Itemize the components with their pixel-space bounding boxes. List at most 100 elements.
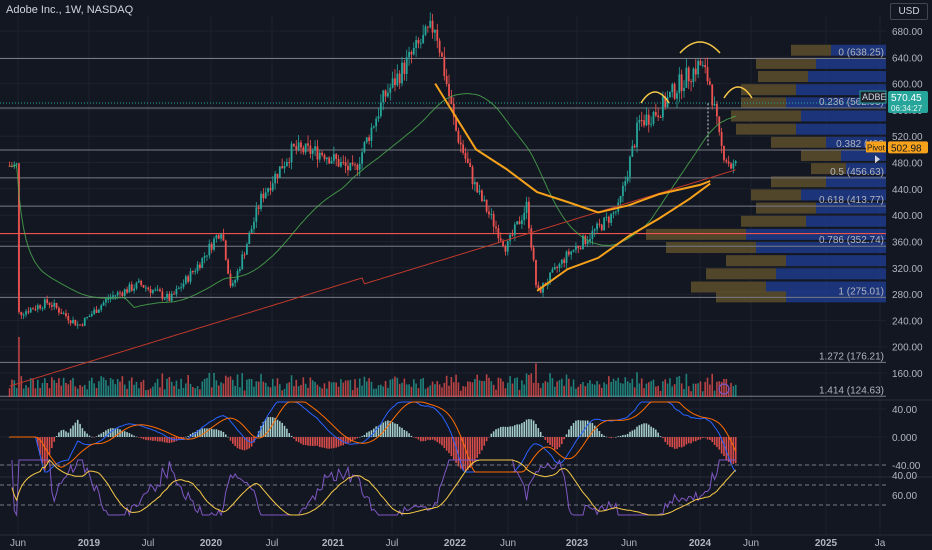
macd-hist-bar [434,437,436,441]
volume-bar [168,377,171,397]
volume-bar [107,385,110,397]
macd-hist-bar [497,428,500,437]
macd-hist-bar [713,437,716,445]
macd-hist-bar [504,426,507,437]
fib-label: 0 (638.25) [838,47,884,58]
volume-bar [504,388,507,397]
macd-hist-bar [603,435,605,437]
macd-y-label: 0.000 [892,433,917,444]
volume-bar [51,377,53,397]
volume-bar [683,389,685,397]
volume-bar [276,378,279,397]
volume-bar [481,380,483,397]
volume-bar [46,382,48,397]
candle-body [701,64,704,66]
candle-body [676,93,678,99]
macd-hist-bar [72,425,74,437]
macd-hist-bar [328,437,330,449]
volume-bar [232,379,234,397]
rsi-line [11,459,736,517]
macd-hist-bar [358,436,361,438]
macd-hist-bar [704,437,706,438]
candle-body [217,235,220,239]
currency-button[interactable]: USD [890,3,928,20]
candle-body [549,272,551,283]
volume-bar [328,381,330,397]
candle-body [584,235,587,244]
macd-hist-bar [671,437,674,448]
candle-body [133,288,136,291]
macd-hist-bar [281,422,283,437]
macd-hist-bar [577,420,580,437]
volume-profile-up [816,57,886,69]
macd-hist-bar [60,430,63,437]
volume-bar [600,387,603,397]
macd-hist-bar [445,437,448,451]
candle-body [727,161,730,164]
candle-body [391,78,394,88]
macd-hist-bar [382,422,385,437]
volume-bar [424,388,427,397]
volume-bar [640,378,643,397]
macd-hist-bar [335,437,338,448]
macd-hist-bar [95,436,98,437]
candle-body [170,293,173,301]
candle-body [415,39,418,49]
volume-bar [666,383,669,397]
candle-body [636,122,638,148]
macd-hist-bar [572,422,575,437]
macd-hist-bar [427,437,429,440]
candle-body [335,154,338,159]
macd-hist-bar [570,425,573,437]
candle-body [114,295,117,297]
macd-hist-bar [161,437,164,442]
macd-hist-bar [589,421,591,437]
volume-bar [720,381,723,397]
macd-hist-bar [286,428,288,437]
candle-body [86,316,89,318]
macd-hist-bar [182,437,185,439]
candle-body [556,266,559,269]
macd-hist-bar [387,420,389,437]
candle-body [246,244,248,255]
candle-body [610,213,613,223]
candle-body [342,161,345,163]
volume-bar [333,382,335,397]
price-arrow-icon [875,155,880,164]
macd-hist-bar [347,437,349,444]
volume-bar [363,376,366,397]
volume-bar [361,385,363,397]
candle-body [598,223,601,225]
volume-bar [72,377,74,397]
candle-body [281,166,284,169]
ma-200-line [9,169,736,387]
macd-hist-bar [636,426,638,437]
symbol-badge [859,90,887,104]
candle-body [283,165,286,169]
candle-body [690,81,692,83]
candle-body [271,183,274,191]
macd-hist-bar [67,432,70,437]
volume-profile-up [766,281,886,293]
candle-body [725,160,728,162]
macd-hist-bar [702,437,704,439]
candle-body [685,67,688,88]
candle-body [624,180,627,186]
candle-body [274,173,277,184]
candle-body [363,142,366,153]
volume-bar [650,381,652,397]
volume-bar [250,379,253,397]
candle-body [476,182,479,193]
macd-hist-bar [516,424,518,437]
volume-bar [222,383,225,397]
macd-hist-bar [222,431,225,437]
volume-bar [323,383,326,397]
macd-hist-bar [271,417,274,437]
candle-body [123,289,126,296]
volume-bar [241,373,244,397]
volume-bar [579,384,582,397]
x-tick-label: Jun [621,538,637,549]
macd-hist-bar [121,430,124,437]
candle-body [238,269,241,272]
